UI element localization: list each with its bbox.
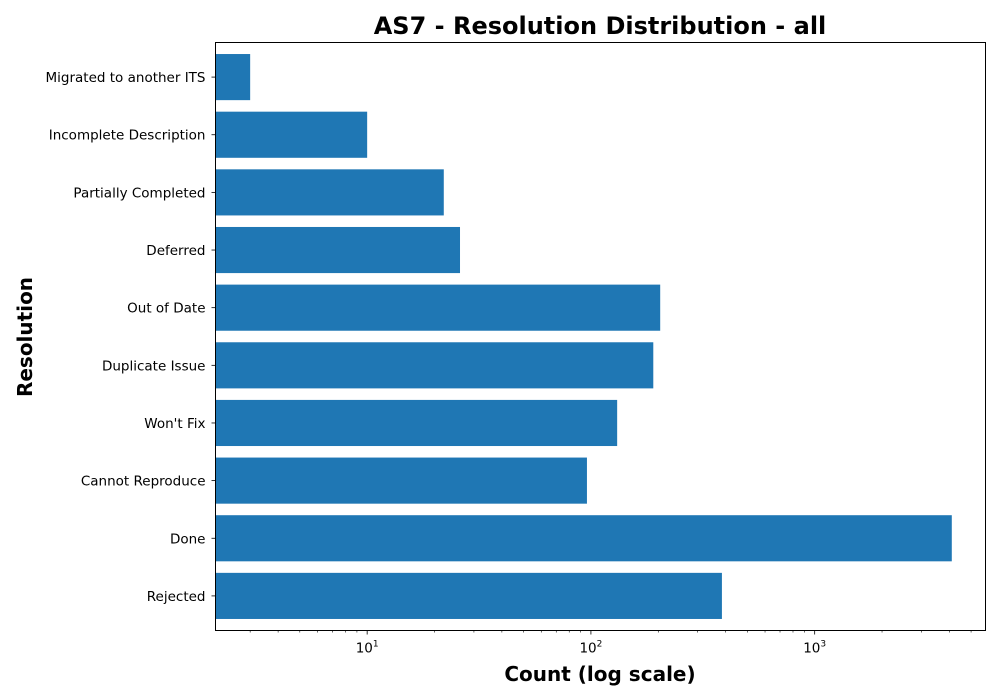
x-tick-label: 103 — [803, 640, 826, 657]
x-axis-label: Count (log scale) — [504, 662, 695, 686]
y-tick-label: Out of Date — [127, 301, 205, 317]
bars-group — [215, 54, 952, 619]
y-tick-label: Won't Fix — [144, 416, 205, 432]
x-tick-label: 101 — [356, 640, 379, 657]
bar-done — [215, 515, 952, 562]
bar-won-t-fix — [215, 399, 618, 447]
y-tick-label: Duplicate Issue — [102, 358, 206, 374]
bar-rejected — [215, 572, 722, 619]
bar-cannot-reproduce — [215, 457, 587, 504]
plot-frame — [215, 42, 986, 631]
bar-out-of-date — [215, 284, 661, 331]
y-tick-label: Cannot Reproduce — [81, 474, 206, 490]
y-tick-label: Deferred — [146, 243, 205, 259]
y-tick-label: Rejected — [147, 589, 206, 605]
x-tick-label: 102 — [579, 640, 602, 657]
x-ticks-group: 101 102 103 — [249, 630, 972, 657]
bar-duplicate-issue — [215, 342, 654, 389]
bar-incomplete-description — [215, 111, 368, 158]
y-tick-label: Incomplete Description — [49, 128, 206, 144]
bar-partially-completed — [215, 169, 444, 216]
y-tick-label: Done — [170, 531, 206, 547]
bar-migrated-to-another-its — [215, 54, 251, 101]
y-tick-label: Migrated to another ITS — [46, 70, 206, 86]
y-axis-label: Resolution — [13, 277, 37, 397]
bar-deferred — [215, 226, 461, 274]
y-ticks-group: Migrated to another ITS Incomplete Descri… — [46, 70, 216, 605]
chart-title: AS7 - Resolution Distribution - all — [374, 12, 827, 40]
y-tick-label: Partially Completed — [73, 185, 205, 201]
